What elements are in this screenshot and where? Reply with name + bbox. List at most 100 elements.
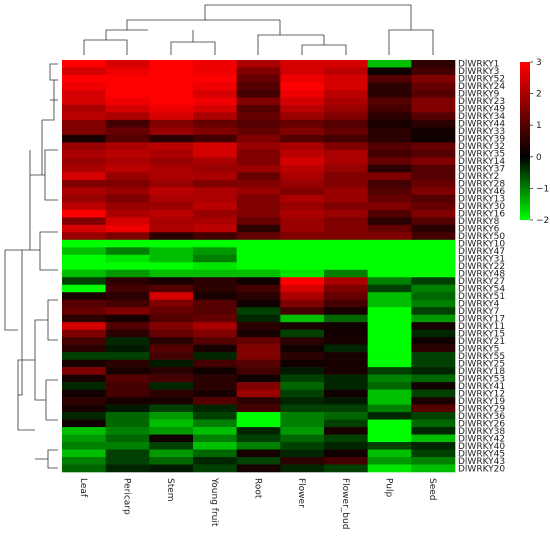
heatmap-cell (193, 74, 237, 83)
heatmap-cell (236, 457, 281, 465)
heatmap-cell (280, 262, 325, 271)
heatmap-cell (149, 142, 194, 151)
heatmap-cell (324, 367, 368, 375)
heatmap-cell (411, 299, 456, 308)
heatmap-cell (105, 60, 150, 68)
heatmap-cell (411, 434, 456, 443)
heatmap-cell (411, 254, 456, 263)
heatmap-cell (280, 359, 325, 368)
heatmap-cell (280, 292, 325, 301)
heatmap-cell (367, 119, 412, 128)
heatmap-cell (280, 187, 325, 196)
heatmap-cell (105, 442, 150, 450)
heatmap-cell (367, 112, 412, 121)
heatmap-cell (105, 419, 150, 428)
heatmap-cell (367, 232, 412, 241)
heatmap-cell (62, 277, 106, 286)
heatmap-cell (105, 194, 150, 203)
heatmap-cell (411, 464, 456, 473)
heatmap-cell (411, 314, 456, 323)
heatmap-cell (149, 322, 194, 330)
heatmap-cell (367, 179, 412, 188)
heatmap-cell (193, 82, 237, 91)
heatmap-cell (62, 112, 106, 121)
heatmap-cell (367, 457, 412, 465)
heatmap-cell (62, 172, 106, 181)
heatmap-cell (367, 217, 412, 226)
heatmap-cell (62, 202, 106, 211)
heatmap-cell (62, 434, 106, 443)
heatmap-cell (367, 97, 412, 106)
row-label: DlWRKY12 (458, 389, 505, 399)
row-label: DlWRKY13 (458, 195, 505, 205)
heatmap-cell (324, 142, 368, 151)
heatmap-cell (105, 157, 150, 166)
heatmap-cell (149, 209, 194, 218)
heatmap-cell (411, 97, 456, 106)
heatmap-cell (411, 142, 456, 151)
heatmap-cell (367, 292, 412, 301)
heatmap-cell (280, 307, 325, 315)
row-label: DlWRKY34 (458, 112, 505, 122)
heatmap-cell (105, 284, 150, 293)
heatmap-cell (62, 134, 106, 143)
heatmap-cell (193, 217, 237, 226)
heatmap-cell (367, 247, 412, 256)
heatmap-cell (236, 89, 281, 98)
row-label: DlWRKY32 (458, 142, 505, 152)
heatmap-cell (236, 239, 281, 248)
heatmap-cell (324, 389, 368, 398)
heatmap-cell (324, 457, 368, 465)
column-label: Stem (165, 478, 175, 502)
heatmap-cell (236, 194, 281, 203)
heatmap-cell (149, 382, 194, 390)
heatmap-cell (149, 292, 194, 301)
heatmap-cell (324, 292, 368, 301)
heatmap-cell (411, 307, 456, 315)
heatmap-cell (62, 299, 106, 308)
heatmap-cell (367, 67, 412, 76)
heatmap-cell (324, 82, 368, 91)
heatmap-cell (280, 82, 325, 91)
heatmap-cell (105, 404, 150, 413)
heatmap-cell (324, 307, 368, 315)
heatmap-cell (193, 329, 237, 338)
heatmap-cell (411, 119, 456, 128)
heatmap-cell (411, 427, 456, 435)
heatmap-cell (367, 254, 412, 263)
row-label: DlWRKY35 (458, 150, 505, 160)
heatmap-cell (280, 404, 325, 413)
heatmap-cell (62, 97, 106, 106)
heatmap-cell (62, 60, 106, 68)
heatmap-cell (280, 112, 325, 121)
heatmap-cell (324, 374, 368, 383)
heatmap-cell (236, 134, 281, 143)
heatmap-cell (280, 329, 325, 338)
heatmap-cell (149, 427, 194, 435)
heatmap-cell (411, 344, 456, 353)
heatmap-cell (105, 449, 150, 458)
heatmap-cell (411, 262, 456, 271)
heatmap-cell (193, 89, 237, 98)
heatmap-cell (236, 322, 281, 330)
heatmap-cell (367, 74, 412, 83)
heatmap-cell (367, 427, 412, 435)
heatmap-cell (149, 157, 194, 166)
heatmap-cell (193, 239, 237, 248)
heatmap-cell (280, 277, 325, 286)
heatmap-cell (280, 247, 325, 256)
heatmap-cell (193, 382, 237, 390)
heatmap-cell (105, 359, 150, 368)
heatmap-cell (280, 157, 325, 166)
heatmap-cell (236, 337, 281, 345)
heatmap-cell (149, 412, 194, 420)
heatmap-cell (324, 194, 368, 203)
heatmap-cell (193, 60, 237, 68)
heatmap-cell (236, 427, 281, 435)
heatmap-cell (280, 202, 325, 211)
heatmap-cell (280, 442, 325, 450)
heatmap-cell (236, 60, 281, 68)
heatmap-cell (62, 307, 106, 315)
heatmap-cell (367, 382, 412, 390)
heatmap-cell (149, 112, 194, 121)
